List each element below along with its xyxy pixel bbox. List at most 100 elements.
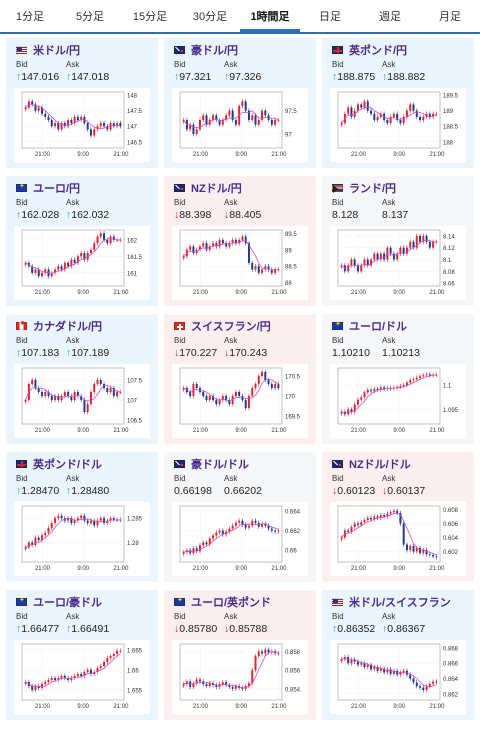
plot-frame [337,91,441,149]
chart-background [330,640,466,714]
candle-body [54,678,57,680]
price-chart[interactable]: 169.5 170 170.5 21:00 9:00 21:00 [172,364,308,438]
rate-card[interactable]: 米ドル/円 Bid Ask ↑147.016 ↑147.018 146.5 147 147.5… [6,38,158,168]
price-chart[interactable]: 161 161.5 162 21:00 9:00 21:00 [14,226,150,300]
price-chart[interactable]: 188 188.5 189 189.5 21:00 9:00 21:00 [330,88,466,162]
price-chart[interactable]: 1.28 1.285 21:00 9:00 21:00 [14,502,150,576]
rate-card[interactable]: スイスフラン/円 Bid Ask ↓170.227 ↓170.243 169.5 170 17… [164,314,316,444]
tab-timeframe-6[interactable]: 週足 [379,11,401,23]
ask-label: Ask [382,612,396,621]
tab-timeframe-3[interactable]: 30分足 [192,11,228,23]
ask-label: Ask [224,474,238,483]
candle-body [50,523,53,528]
candle-body [73,259,76,263]
candle-body [412,678,415,683]
rate-card[interactable]: ユーロ/英ポンドBidAsk↓0.85780↓0.857880.8540.856… [164,590,316,720]
ask-price: ↑0.86367 [382,623,432,635]
price-chart[interactable]: 1.655 1.66 1.665 21:00 9:00 21:00 [14,640,150,714]
candle-body [218,530,221,533]
pair-name[interactable]: 米ドル/スイスフラン [349,597,451,609]
pair-name[interactable]: カナダドル/円 [33,321,103,333]
candle-body [212,396,215,400]
candle-body [270,269,273,273]
pair-name[interactable]: 英ポンド/円 [349,45,408,57]
candle-body [379,253,382,260]
candlestick-chart: 1.28 1.285 21:00 9:00 21:00 [14,502,150,576]
ask-price: ↑107.189 [66,347,116,359]
y-tick-label: 0.606 [443,522,459,528]
arrow-down-icon: ↓ [332,485,338,497]
candle-body [198,120,201,130]
y-tick-label: 88 [285,281,292,287]
rate-card[interactable]: 英ポンド/円 Bid Ask ↑188.875 ↑188.882 188 188.5 189 1… [322,38,474,168]
rate-card[interactable]: 豪ドル/円 Bid Ask ↑97.321 ↑97.326 97 97.5 21:00 9:00… [164,38,316,168]
candle-body [202,243,205,247]
candle-body [221,396,224,400]
candle-body [103,518,106,524]
price-chart[interactable]: 97 97.5 21:00 9:00 21:00 [172,88,308,162]
rate-card[interactable]: ランド/円 Bid Ask 8.128 8.137 8.06 8.08 8.1 8.12 8.14… [322,176,474,306]
price-chart[interactable]: 0.862 0.864 0.866 0.868 21:00 9:00 21:00 [330,640,466,714]
ask-price: 8.137 [382,209,432,221]
pair-name[interactable]: 米ドル/円 [33,45,81,57]
tab-timeframe-2[interactable]: 15分足 [132,11,168,23]
x-tick-label: 21:00 [351,566,367,572]
tab-timeframe-5[interactable]: 日足 [319,11,341,23]
price-chart[interactable]: 8.06 8.08 8.1 8.12 8.14 21:00 9:00 21:00 [330,226,466,300]
tab-timeframe-4[interactable]: 1時間足 [240,0,300,32]
candle-body [202,115,205,120]
candle-body [60,515,63,519]
bid-price: ↑107.183 [16,347,66,359]
chart-background [330,502,466,576]
tab-timeframe-0[interactable]: 1分足 [15,11,45,23]
tab-timeframe-1[interactable]: 5分足 [75,11,105,23]
candle-body [415,682,418,687]
pair-name[interactable]: ユーロ/英ポンド [191,597,272,609]
candle-body [264,649,267,654]
price-chart[interactable]: 146.5 147 147.5 148 21:00 9:00 21:00 [14,88,150,162]
candle-body [399,247,402,254]
candle-body [409,241,412,248]
candle-body [112,518,115,520]
rate-card[interactable]: 米ドル/スイスフラン Bid Ask ↑0.86352 ↑0.86367 0.862 0.8… [322,590,474,720]
candlestick-chart: 1.655 1.66 1.665 21:00 9:00 21:00 [14,640,150,714]
rate-card[interactable]: ユーロ/豪ドルBidAsk↑1.66477↑1.664911.6551.661.… [6,590,158,720]
moving-average-line [25,237,121,274]
price-chart[interactable]: 1.095 1.1 21:00 9:00 21:00 [330,364,466,438]
pair-name[interactable]: ユーロ/ドル [349,321,408,333]
price-labels: Bid Ask [16,198,116,207]
x-tick-label: 9:00 [77,428,89,434]
pair-name[interactable]: 英ポンド/ドル [33,459,103,471]
pair-name[interactable]: ユーロ/円 [33,183,81,195]
y-tick-label: 0.858 [285,650,301,656]
pair-name[interactable]: NZドル/円 [191,183,242,195]
price-labels: Bid Ask [332,198,432,207]
candle-body [234,522,237,526]
rate-card[interactable]: ユーロ/円BidAsk↑162.028↑162.032161161.516221… [6,176,158,306]
price-chart[interactable]: 106.5 107 107.5 21:00 9:00 21:00 [14,364,150,438]
rate-card[interactable]: NZドル/円 Bid Ask ↓88.398 ↓88.405 88 88.5 89 89.5 21… [164,176,316,306]
pair-name[interactable]: ユーロ/豪ドル [33,597,103,609]
pair-name[interactable]: 豪ドル/ドル [191,459,250,471]
candle-body [47,680,50,682]
rate-card-header: NZドル/円 [174,181,242,195]
price-values: 0.66198 0.66202 [174,485,274,497]
price-chart[interactable]: 0.854 0.856 0.858 21:00 9:00 21:00 [172,640,308,714]
price-chart[interactable]: 88 88.5 89 89.5 21:00 9:00 21:00 [172,226,308,300]
pair-name[interactable]: ランド/円 [349,183,397,195]
rate-card[interactable]: ユーロ/ドル Bid Ask 1.10210 1.10213 1.095 1.1 21:00 9… [322,314,474,444]
rate-card[interactable]: 英ポンド/ドル Bid Ask ↑1.28470 ↑1.28480 1.28 1.285 21… [6,452,158,582]
rate-card[interactable]: カナダドル/円BidAsk↑107.183↑107.189106.5107107… [6,314,158,444]
tab-timeframe-7[interactable]: 月足 [439,11,461,23]
rate-card[interactable]: 豪ドル/ドル Bid Ask 0.66198 0.66202 0.66 0.662 0.664… [164,452,316,582]
pair-name[interactable]: NZドル/ドル [349,459,411,471]
candle-body [402,670,405,673]
x-tick-label: 21:00 [113,290,129,296]
price-labels: Bid Ask [174,198,274,207]
price-chart[interactable]: 0.602 0.604 0.606 0.608 21:00 9:00 21:00 [330,502,466,576]
candle-body [244,101,247,111]
pair-name[interactable]: 豪ドル/円 [191,45,239,57]
pair-name[interactable]: スイスフラン/円 [191,321,271,333]
price-chart[interactable]: 0.66 0.662 0.664 21:00 9:00 21:00 [172,502,308,576]
rate-card[interactable]: NZドル/ドル Bid Ask ↓0.60123 ↓0.60137 0.602 0.604 0… [322,452,474,582]
